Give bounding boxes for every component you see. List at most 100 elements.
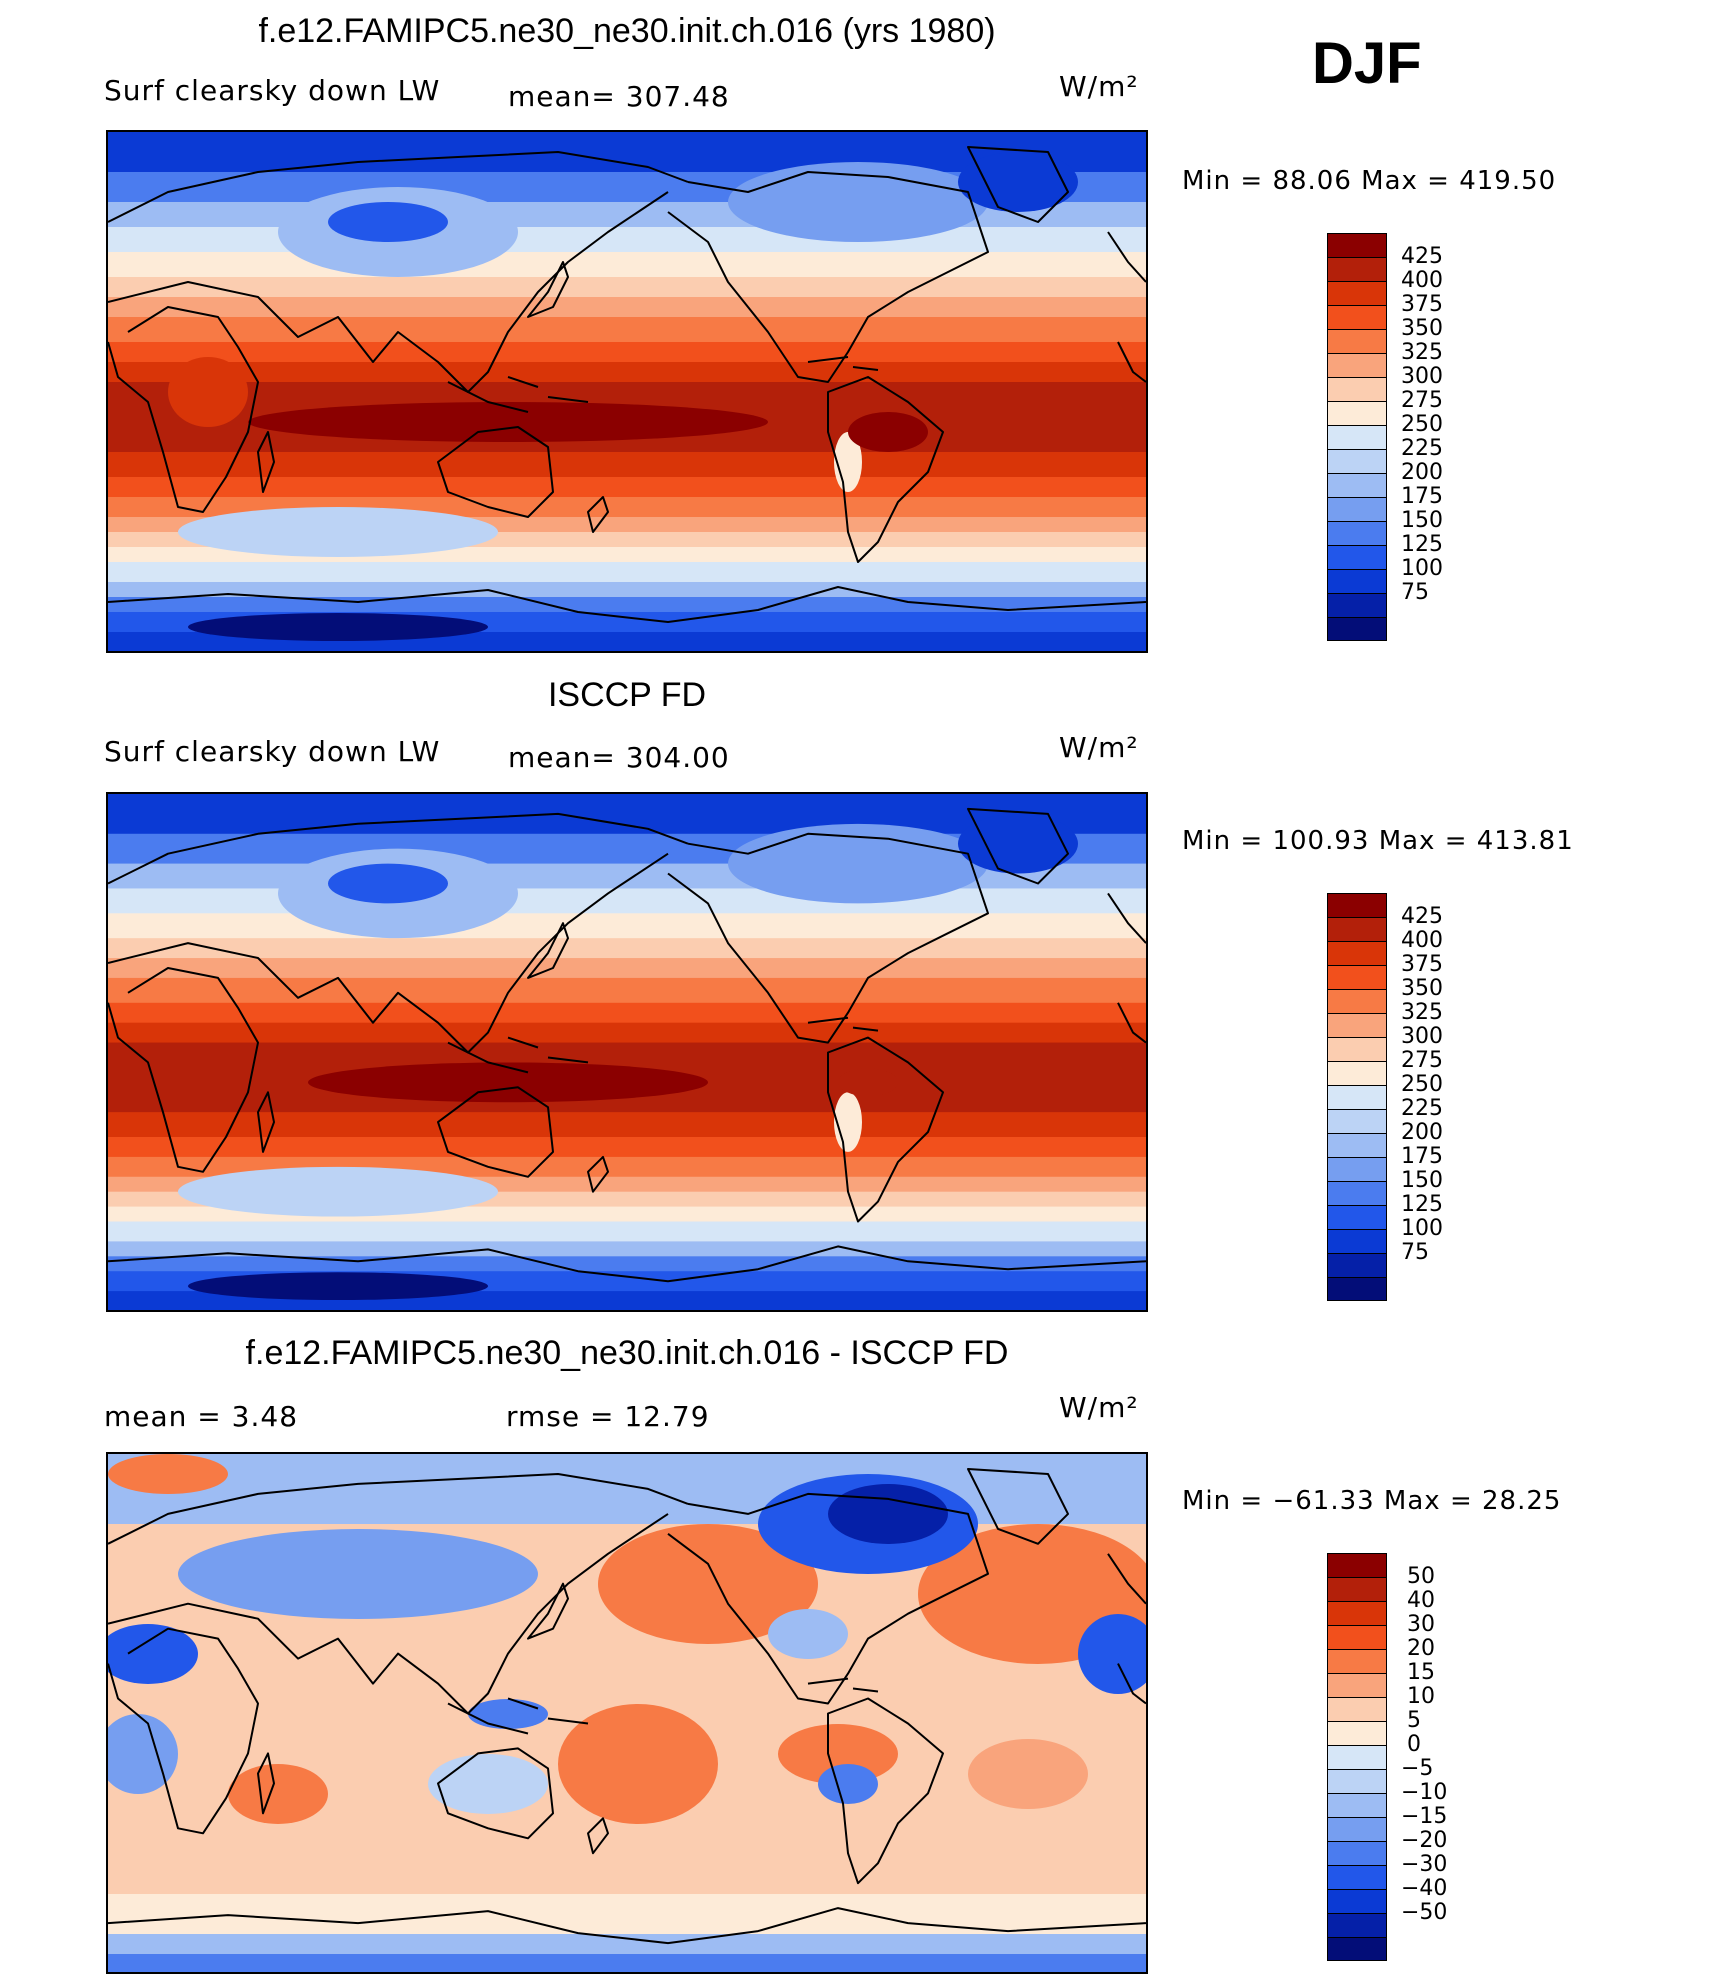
- colorbar-tick-label: 375: [1401, 952, 1443, 977]
- colorbar-box: [1327, 1109, 1387, 1133]
- panel2-variable-label: Surf clearsky down LW: [104, 735, 441, 768]
- colorbar-tick-label: 275: [1401, 1048, 1443, 1073]
- coastline: [527, 261, 569, 318]
- contour-band: [108, 1256, 1146, 1272]
- colorbar-tick-label: 15: [1407, 1660, 1435, 1685]
- colorbar-box: [1327, 497, 1387, 521]
- contour-band: [108, 582, 1146, 598]
- colorbar-tick-label: 250: [1401, 1072, 1443, 1097]
- colorbar-tick-label: 375: [1401, 292, 1443, 317]
- colorbar-box: [1327, 569, 1387, 593]
- colorbar-box: [1327, 1841, 1387, 1865]
- coastline: [447, 376, 589, 413]
- coastline: [447, 1036, 589, 1074]
- contour-band: [108, 1894, 1146, 1934]
- colorbar-tick-label: 30: [1407, 1612, 1435, 1637]
- colorbar-box: [1327, 1769, 1387, 1793]
- north-america-cold-region: [728, 823, 988, 904]
- north-pacific-positive: [598, 1524, 818, 1644]
- coastline: [827, 1697, 944, 1885]
- colorbar-tick-label: 20: [1407, 1636, 1435, 1661]
- coastline: [667, 171, 989, 383]
- colorbar-box: [1327, 965, 1387, 989]
- coastline: [807, 1677, 879, 1693]
- contour-band: [108, 938, 1146, 959]
- colorbar-tick-label: 75: [1401, 580, 1429, 605]
- colorbar-box: [1327, 1205, 1387, 1229]
- contour-band: [108, 452, 1146, 478]
- colorbar-tick-label: 300: [1401, 1024, 1443, 1049]
- coastline: [257, 1752, 275, 1815]
- panel3-map-svg: [108, 1454, 1146, 1972]
- panel3-rmse-label: rmse = 12.79: [506, 1400, 710, 1433]
- eurasia-negative: [178, 1529, 538, 1619]
- colorbar-box: [1327, 257, 1387, 281]
- colorbar-box: [1327, 1649, 1387, 1673]
- colorbar-box: [1327, 521, 1387, 545]
- panel1-map-svg: [108, 132, 1146, 651]
- colorbar-tick-label: 300: [1401, 364, 1443, 389]
- greenland-cold-region: [958, 152, 1078, 212]
- colorbar-tick-label: 225: [1401, 436, 1443, 461]
- colorbar-box: [1327, 473, 1387, 497]
- colorbar-tick-label: 200: [1401, 1120, 1443, 1145]
- north-america-negative-core: [828, 1484, 948, 1544]
- colorbar-tick-label: 0: [1407, 1732, 1421, 1757]
- colorbar-box: [1327, 1625, 1387, 1649]
- coastline: [587, 496, 609, 533]
- colorbar-tick-label: 225: [1401, 1096, 1443, 1121]
- coastline: [437, 426, 554, 518]
- contour-band: [108, 1022, 1146, 1044]
- panel3-colorbar: 50 40 30 20 15 10 5 0 −5 −10 −15 −20 −30 −40 −50: [1327, 1553, 1467, 1963]
- contour-band: [108, 1954, 1146, 1972]
- colorbar-tick-label: 75: [1401, 1240, 1429, 1265]
- indian-ocean-positive: [228, 1764, 328, 1824]
- coastline: [108, 306, 259, 513]
- coastline: [967, 807, 1069, 885]
- contour-band: [108, 277, 1146, 298]
- contour-band: [108, 1221, 1146, 1242]
- panel2-mean-label: mean= 304.00: [508, 741, 730, 774]
- colorbar-tick-label: 325: [1401, 1000, 1443, 1025]
- south-pacific-positive: [558, 1704, 718, 1824]
- colorbar-tick-label: 325: [1401, 340, 1443, 365]
- colorbar-box: [1327, 1181, 1387, 1205]
- colorbar-box: [1327, 329, 1387, 353]
- coastline: [257, 1091, 275, 1153]
- colorbar-box: [1327, 1673, 1387, 1697]
- contour-band: [108, 1241, 1146, 1257]
- coastline: [257, 431, 275, 493]
- coastline: [527, 1582, 569, 1640]
- coastline: [807, 1016, 879, 1032]
- coastline: [827, 376, 944, 563]
- contour-band: [108, 977, 1146, 1004]
- coastline: [1107, 1553, 1146, 1705]
- coastline: [108, 151, 689, 223]
- contour-band: [108, 1137, 1146, 1158]
- coastline: [108, 1245, 1146, 1283]
- coastline: [108, 967, 259, 1173]
- panel1-mean-label: mean= 307.48: [508, 80, 730, 113]
- coastline: [447, 1697, 589, 1735]
- colorbar-tick-label: 10: [1407, 1684, 1435, 1709]
- antarctic-cold-core: [188, 1272, 488, 1301]
- panel2-map: [106, 792, 1148, 1312]
- colorbar-box: [1327, 1253, 1387, 1277]
- colorbar-box: [1327, 1013, 1387, 1037]
- contour-band: [108, 1002, 1146, 1024]
- colorbar-box: [1327, 377, 1387, 401]
- contour-band: [108, 362, 1146, 383]
- colorbar-box: [1327, 1865, 1387, 1889]
- colorbar-box: [1327, 449, 1387, 473]
- colorbar-tick-label: 350: [1401, 316, 1443, 341]
- colorbar-box: [1327, 401, 1387, 425]
- colorbar-box: [1327, 1229, 1387, 1253]
- colorbar-tick-label: 350: [1401, 976, 1443, 1001]
- colorbar-box: [1327, 425, 1387, 449]
- colorbar-box: [1327, 281, 1387, 305]
- north-america-cold-region: [728, 162, 988, 242]
- colorbar-box: [1327, 353, 1387, 377]
- colorbar-tick-label: 125: [1401, 1192, 1443, 1217]
- colorbar-tick-label: 150: [1401, 1168, 1443, 1193]
- greenland-cold-region: [958, 813, 1078, 874]
